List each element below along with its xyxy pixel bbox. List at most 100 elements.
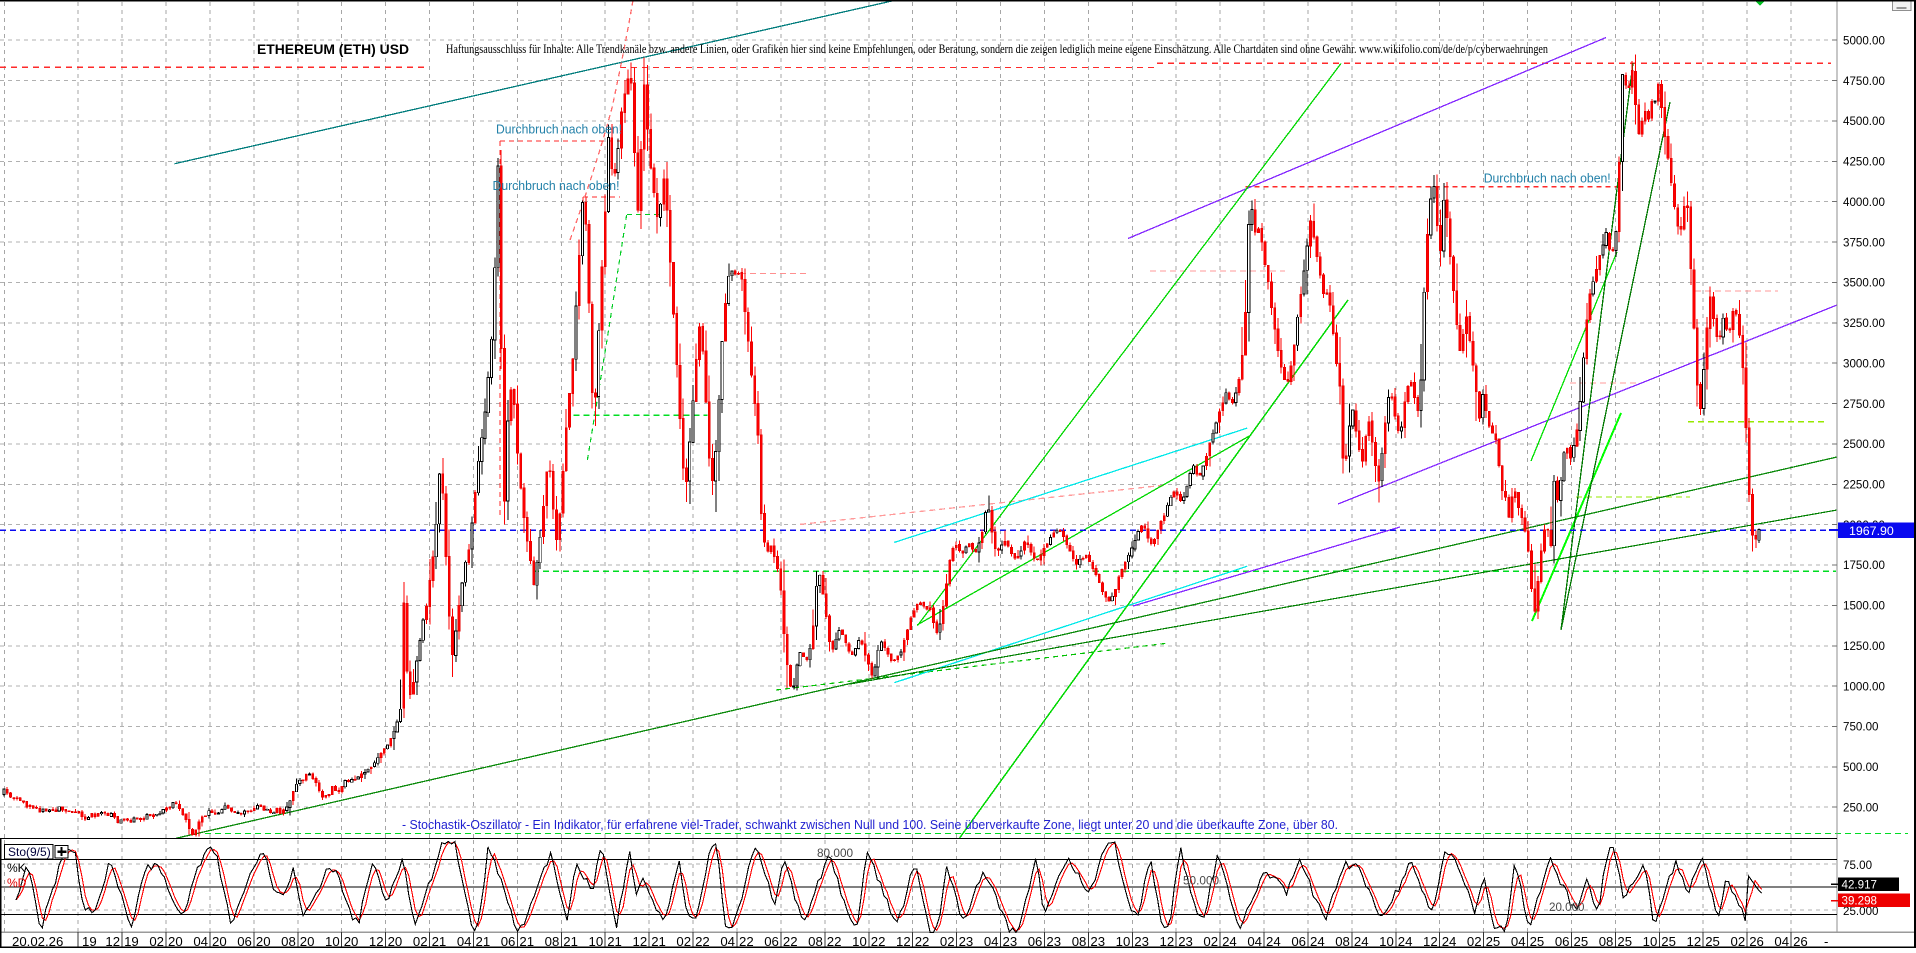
- svg-text:Sto(9/5): Sto(9/5): [8, 845, 51, 859]
- svg-text:22: 22: [783, 934, 798, 948]
- svg-text:19: 19: [124, 934, 139, 948]
- svg-text:75.00: 75.00: [1843, 859, 1872, 872]
- svg-text:750.00: 750.00: [1843, 721, 1878, 734]
- svg-text:-: -: [1824, 934, 1828, 948]
- svg-text:1750.00: 1750.00: [1843, 559, 1885, 572]
- svg-text:06: 06: [1555, 934, 1570, 948]
- svg-text:02: 02: [940, 934, 955, 948]
- svg-text:24: 24: [1442, 934, 1457, 948]
- svg-text:08: 08: [281, 934, 296, 948]
- svg-text:4250.00: 4250.00: [1843, 156, 1885, 169]
- svg-text:25: 25: [1574, 934, 1589, 948]
- svg-text:08: 08: [1335, 934, 1350, 948]
- svg-text:26: 26: [1793, 934, 1808, 948]
- svg-text:5000.00: 5000.00: [1843, 35, 1885, 48]
- svg-text:10: 10: [325, 934, 340, 948]
- svg-text:06: 06: [501, 934, 516, 948]
- svg-text:04: 04: [984, 934, 999, 948]
- svg-text:22: 22: [915, 934, 930, 948]
- svg-text:06: 06: [1291, 934, 1306, 948]
- svg-text:Durchbruch nach oben!: Durchbruch nach oben!: [493, 178, 620, 193]
- svg-text:23: 23: [1178, 934, 1193, 948]
- svg-text:22: 22: [827, 934, 842, 948]
- svg-text:04: 04: [193, 934, 208, 948]
- svg-text:3250.00: 3250.00: [1843, 317, 1885, 330]
- svg-text:24: 24: [1354, 934, 1369, 948]
- svg-text:39.298: 39.298: [1842, 894, 1877, 907]
- svg-text:10: 10: [1116, 934, 1131, 948]
- svg-text:02: 02: [1203, 934, 1218, 948]
- svg-text:250.00: 250.00: [1843, 801, 1878, 814]
- svg-text:Haftungsausschluss für Inhalte: Haftungsausschluss für Inhalte: Alle Tre…: [446, 42, 1548, 56]
- svg-text:04: 04: [1247, 934, 1262, 948]
- svg-text:12: 12: [369, 934, 384, 948]
- svg-text:06: 06: [764, 934, 779, 948]
- svg-text:08: 08: [808, 934, 823, 948]
- svg-text:02: 02: [149, 934, 164, 948]
- svg-text:02: 02: [1731, 934, 1746, 948]
- svg-text:24: 24: [1310, 934, 1325, 948]
- svg-text:4500.00: 4500.00: [1843, 115, 1885, 128]
- svg-text:25.000: 25.000: [1843, 905, 1878, 918]
- svg-text:24: 24: [1398, 934, 1413, 948]
- svg-text:20: 20: [168, 934, 183, 948]
- svg-text:02: 02: [413, 934, 428, 948]
- svg-text:20: 20: [300, 934, 315, 948]
- svg-text:21: 21: [651, 934, 666, 948]
- svg-text:ETHEREUM (ETH) USD: ETHEREUM (ETH) USD: [257, 42, 409, 57]
- svg-text:04: 04: [720, 934, 735, 948]
- svg-text:21: 21: [519, 934, 534, 948]
- svg-text:25: 25: [1530, 934, 1545, 948]
- svg-text:08: 08: [1599, 934, 1614, 948]
- svg-text:4750.00: 4750.00: [1843, 75, 1885, 88]
- svg-text:12: 12: [1160, 934, 1175, 948]
- svg-text:06: 06: [1028, 934, 1043, 948]
- svg-text:2750.00: 2750.00: [1843, 398, 1885, 411]
- svg-text:500.00: 500.00: [1843, 761, 1878, 774]
- svg-text:25: 25: [1705, 934, 1720, 948]
- svg-text:%D: %D: [7, 876, 27, 890]
- svg-text:19: 19: [82, 934, 97, 948]
- svg-text:21: 21: [563, 934, 578, 948]
- svg-text:10: 10: [589, 934, 604, 948]
- svg-text:1000.00: 1000.00: [1843, 680, 1885, 693]
- svg-text:20.000: 20.000: [1549, 901, 1584, 914]
- svg-text:04: 04: [457, 934, 472, 948]
- svg-text:50.000: 50.000: [1183, 874, 1220, 888]
- svg-text:2500.00: 2500.00: [1843, 438, 1885, 451]
- svg-text:20: 20: [212, 934, 227, 948]
- svg-text:25: 25: [1486, 934, 1501, 948]
- svg-text:10: 10: [852, 934, 867, 948]
- svg-text:25: 25: [1661, 934, 1676, 948]
- svg-text:42.917: 42.917: [1842, 878, 1877, 891]
- svg-text:23: 23: [1003, 934, 1018, 948]
- svg-text:22: 22: [871, 934, 886, 948]
- svg-text:4000.00: 4000.00: [1843, 196, 1885, 209]
- svg-text:10: 10: [1379, 934, 1394, 948]
- svg-text:Durchbruch nach oben!: Durchbruch nach oben!: [1484, 171, 1611, 186]
- svg-text:23: 23: [959, 934, 974, 948]
- svg-text:08: 08: [545, 934, 560, 948]
- svg-text:Durchbruch nach oben!: Durchbruch nach oben!: [496, 122, 622, 137]
- svg-text:12: 12: [1423, 934, 1438, 948]
- svg-text:24: 24: [1266, 934, 1281, 948]
- svg-text:- Stochastik-Oszillator - Ein: - Stochastik-Oszillator - Ein Indikator,…: [402, 818, 1338, 832]
- svg-text:12: 12: [105, 934, 120, 948]
- svg-text:23: 23: [1090, 934, 1105, 948]
- svg-text:3000.00: 3000.00: [1843, 357, 1885, 370]
- svg-text:20: 20: [256, 934, 271, 948]
- svg-text:04: 04: [1774, 934, 1789, 948]
- svg-text:02: 02: [676, 934, 691, 948]
- svg-text:04: 04: [1511, 934, 1526, 948]
- svg-text:12: 12: [896, 934, 911, 948]
- svg-text:1250.00: 1250.00: [1843, 640, 1885, 653]
- svg-text:20: 20: [344, 934, 359, 948]
- svg-text:21: 21: [432, 934, 447, 948]
- svg-text:20.02.26: 20.02.26: [12, 934, 63, 948]
- svg-text:23: 23: [1046, 934, 1061, 948]
- svg-text:21: 21: [476, 934, 491, 948]
- svg-text:20: 20: [388, 934, 403, 948]
- svg-text:22: 22: [695, 934, 710, 948]
- svg-text:06: 06: [237, 934, 252, 948]
- svg-text:02: 02: [1467, 934, 1482, 948]
